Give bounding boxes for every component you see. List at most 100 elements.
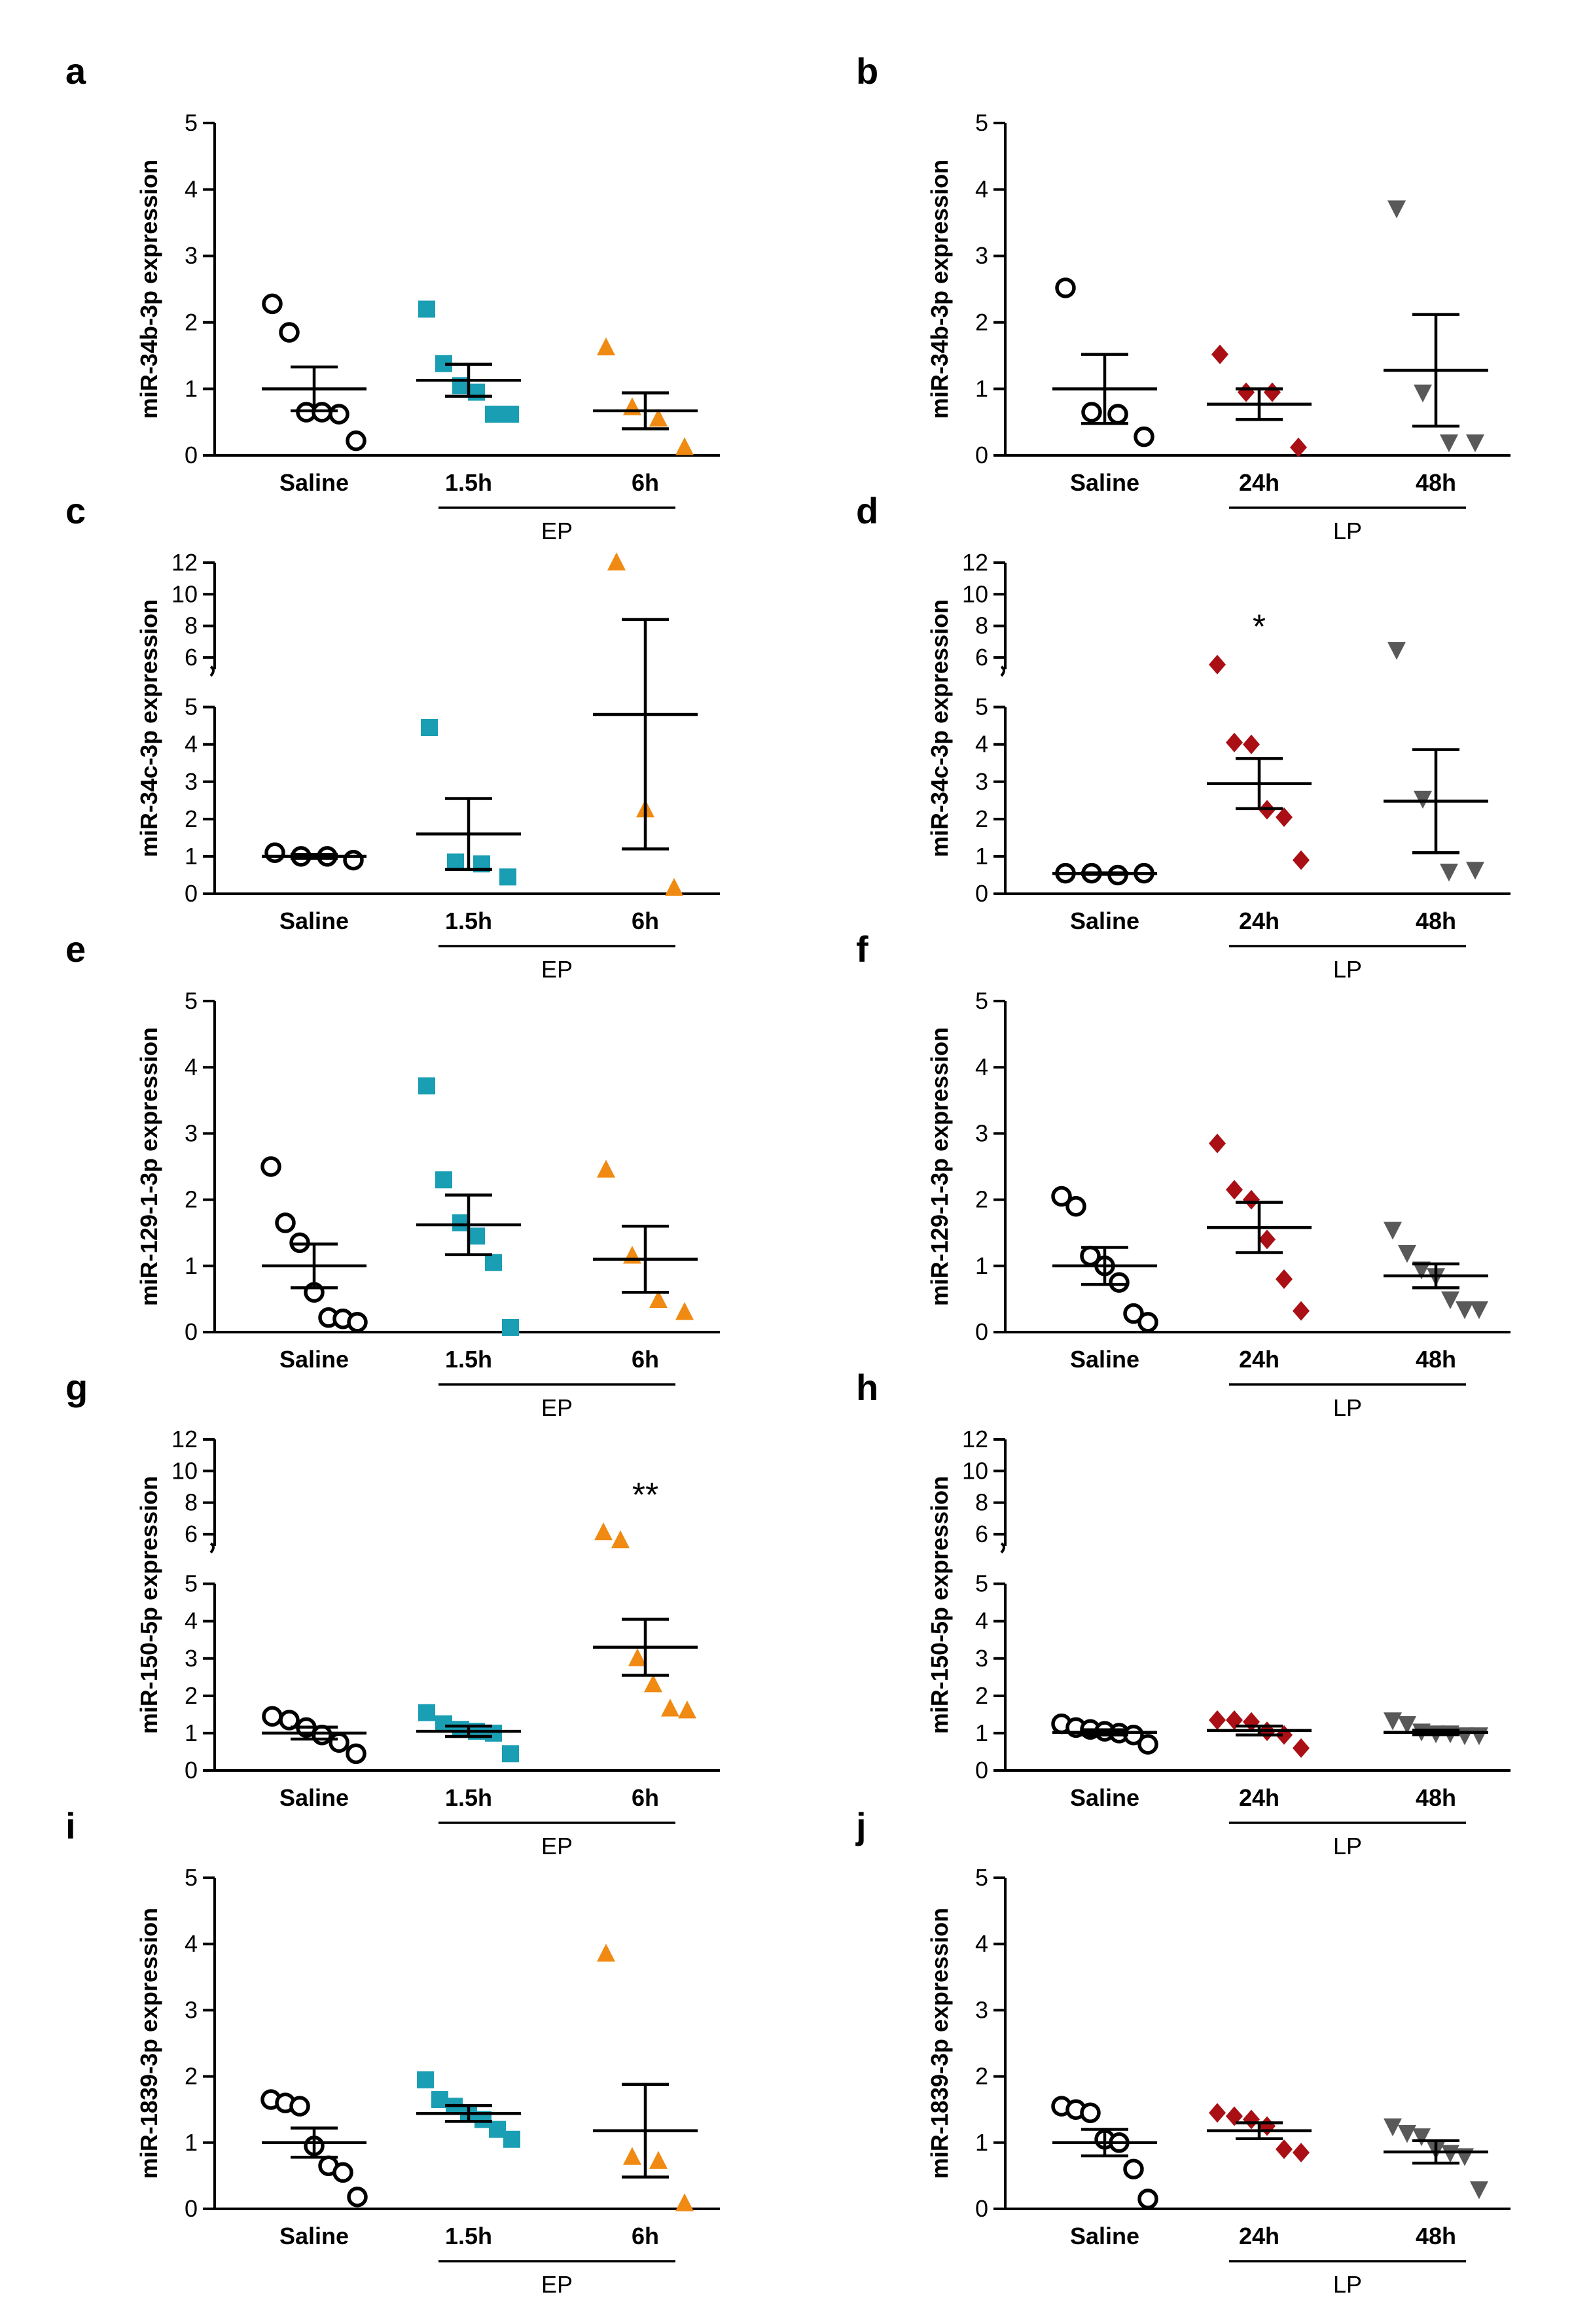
group-label: LP xyxy=(1333,1833,1362,1859)
series-24h: 24h xyxy=(1207,1133,1312,1373)
data-point xyxy=(649,408,668,427)
x-tick-label: Saline xyxy=(1070,1346,1139,1373)
y-tick-label: 2 xyxy=(975,2063,988,2090)
x-tick-label: 6h xyxy=(632,907,659,934)
data-point xyxy=(1293,1301,1310,1321)
data-point xyxy=(1123,1303,1144,1324)
y-tick-label: 0 xyxy=(185,1318,198,1345)
data-point xyxy=(502,1745,519,1763)
significance-label: ** xyxy=(632,1476,658,1514)
data-point xyxy=(1441,2145,1459,2163)
data-point xyxy=(447,853,464,871)
y-tick-label: 5 xyxy=(975,109,988,136)
series-6h: 6h xyxy=(593,1943,698,2249)
series-1.5h: 1.5h xyxy=(416,1704,521,1811)
data-point xyxy=(1398,2124,1416,2143)
y-tick-label: 2 xyxy=(185,2063,198,2090)
y-tick-label: 1 xyxy=(975,2129,988,2156)
data-point xyxy=(1080,2102,1101,2124)
data-point xyxy=(1209,2103,1226,2123)
data-point xyxy=(623,1246,641,1264)
data-point xyxy=(329,1732,349,1753)
axis-break-mark xyxy=(209,665,215,677)
series-Saline: Saline xyxy=(1051,2096,1158,2249)
data-point xyxy=(418,1704,435,1721)
data-point xyxy=(329,404,349,425)
y-axis-title: miR-34b-3p expression xyxy=(135,160,162,419)
data-point xyxy=(1466,862,1484,880)
panel-letter: a xyxy=(65,50,86,92)
x-tick-label: 24h xyxy=(1239,2223,1279,2249)
series-Saline: Saline xyxy=(1051,1713,1158,1811)
data-point xyxy=(661,1699,679,1717)
x-tick-label: 6h xyxy=(632,2223,659,2249)
data-point xyxy=(1470,2181,1488,2200)
data-point xyxy=(332,2162,353,2183)
y-tick-label: 0 xyxy=(185,880,198,907)
y-tick-label: 3 xyxy=(975,242,988,269)
panel-letter: e xyxy=(65,928,86,970)
series-6h: 6h xyxy=(593,1159,698,1373)
data-point xyxy=(418,1077,435,1095)
data-point xyxy=(1211,344,1228,364)
data-point xyxy=(312,1725,332,1746)
data-point xyxy=(279,322,300,343)
y-tick-label: 2 xyxy=(185,805,198,832)
series-24h: 24h xyxy=(1207,2103,1312,2249)
data-point xyxy=(1276,1269,1293,1290)
data-point xyxy=(1387,200,1406,219)
data-point xyxy=(1293,2142,1310,2162)
y-tick-label: 8 xyxy=(975,1489,988,1516)
y-tick-label: 12 xyxy=(171,549,198,576)
data-point xyxy=(346,1743,366,1765)
y-tick-label: 1 xyxy=(975,1252,988,1279)
series-48h: 48h xyxy=(1384,2118,1488,2249)
panel-letter: b xyxy=(856,50,878,92)
data-point xyxy=(485,1254,502,1271)
data-point xyxy=(260,1156,281,1177)
y-tick-label: 0 xyxy=(975,1757,988,1784)
y-tick-label: 5 xyxy=(975,1570,988,1597)
y-tick-label: 4 xyxy=(975,731,988,758)
y-tick-label: 0 xyxy=(975,880,988,907)
x-tick-label: 6h xyxy=(632,469,659,496)
data-point xyxy=(644,1674,662,1693)
y-tick-label: 12 xyxy=(962,1426,988,1452)
group-label: EP xyxy=(541,2271,573,2298)
x-tick-label: 24h xyxy=(1239,907,1279,934)
y-tick-label: 6 xyxy=(185,1521,198,1547)
data-point xyxy=(611,1530,630,1549)
y-tick-label: 5 xyxy=(185,1864,198,1891)
axis-break-mark xyxy=(1000,1542,1005,1554)
y-tick-label: 2 xyxy=(975,1682,988,1709)
data-point xyxy=(675,2193,694,2211)
data-point xyxy=(623,2147,641,2165)
data-point xyxy=(1264,382,1281,402)
y-tick-label: 5 xyxy=(975,694,988,720)
data-point xyxy=(417,2071,434,2088)
data-point xyxy=(1456,1301,1474,1320)
data-point xyxy=(421,719,438,737)
data-point xyxy=(289,2096,310,2117)
data-point xyxy=(1137,1312,1158,1333)
x-tick-label: 24h xyxy=(1239,1346,1279,1373)
data-point xyxy=(1137,1734,1158,1755)
data-point xyxy=(1470,1301,1488,1320)
x-tick-label: 1.5h xyxy=(445,907,492,934)
y-tick-label: 0 xyxy=(185,2195,198,2222)
y-axis-title: miR-34c-3p expression xyxy=(135,599,162,857)
data-point xyxy=(1293,850,1310,870)
series-Saline: Saline xyxy=(262,293,366,496)
data-point xyxy=(607,552,626,571)
y-tick-label: 4 xyxy=(185,1930,198,1957)
y-tick-label: 2 xyxy=(975,1186,988,1213)
data-point xyxy=(1137,2189,1158,2210)
y-axis-title: miR-150-5p expression xyxy=(135,1476,162,1734)
data-point xyxy=(1243,734,1260,754)
x-tick-label: 24h xyxy=(1239,469,1279,496)
data-point xyxy=(678,1700,696,1719)
group-label: EP xyxy=(541,1394,573,1421)
